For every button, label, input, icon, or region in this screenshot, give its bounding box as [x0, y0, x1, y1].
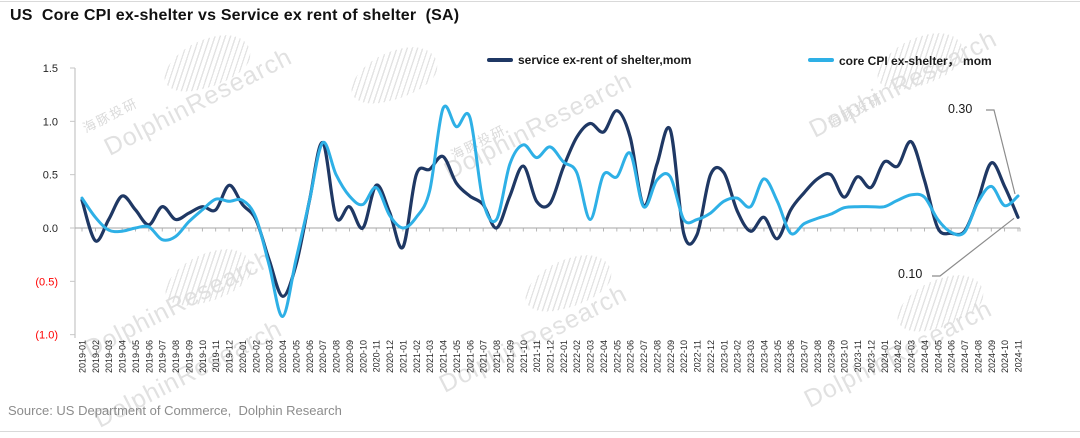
- svg-text:2019-05: 2019-05: [131, 340, 141, 373]
- svg-text:2023-08: 2023-08: [813, 340, 823, 373]
- svg-text:2021-12: 2021-12: [546, 340, 556, 373]
- legend-swatch-navy: [487, 58, 513, 62]
- svg-text:2020-11: 2020-11: [372, 340, 382, 372]
- svg-text:2020-10: 2020-10: [358, 340, 368, 373]
- svg-text:2020-09: 2020-09: [345, 340, 355, 373]
- svg-text:2019-08: 2019-08: [171, 340, 181, 373]
- svg-text:2021-07: 2021-07: [479, 340, 489, 373]
- svg-text:2024-11: 2024-11: [1014, 340, 1024, 372]
- svg-text:2023-11: 2023-11: [853, 340, 863, 372]
- legend-item-service: service ex-rent of shelter,mom: [487, 52, 691, 68]
- svg-text:2019-07: 2019-07: [158, 340, 168, 373]
- svg-text:2019-06: 2019-06: [144, 340, 154, 373]
- svg-text:2020-04: 2020-04: [278, 340, 288, 373]
- endpoint-label-service: 0.10: [898, 267, 923, 281]
- legend-label-core: core CPI ex-shelter， mom: [839, 53, 992, 68]
- svg-text:2019-04: 2019-04: [118, 340, 128, 373]
- svg-text:2024-08: 2024-08: [973, 340, 983, 373]
- svg-text:2021-08: 2021-08: [492, 340, 502, 373]
- svg-text:2024-07: 2024-07: [960, 340, 970, 373]
- top-border: [0, 1, 1080, 2]
- svg-text:0.0: 0.0: [43, 223, 58, 235]
- svg-text:2021-03: 2021-03: [425, 340, 435, 373]
- svg-text:2024-04: 2024-04: [920, 340, 930, 373]
- svg-text:2021-04: 2021-04: [439, 340, 449, 373]
- legend-label-service: service ex-rent of shelter,mom: [518, 53, 692, 67]
- svg-text:2022-11: 2022-11: [693, 340, 703, 372]
- svg-text:2024-05: 2024-05: [933, 340, 943, 373]
- svg-text:2024-03: 2024-03: [907, 340, 917, 373]
- svg-text:(0.5): (0.5): [35, 276, 58, 288]
- endpoint-label-core: 0.30: [948, 102, 973, 116]
- svg-text:2022-05: 2022-05: [612, 340, 622, 373]
- svg-text:2024-06: 2024-06: [947, 340, 957, 373]
- svg-text:2024-10: 2024-10: [1000, 340, 1010, 373]
- svg-text:2024-09: 2024-09: [987, 340, 997, 373]
- svg-text:2019-11: 2019-11: [211, 340, 221, 372]
- chart-title: US Core CPI ex-shelter vs Service ex ren…: [10, 7, 460, 24]
- svg-text:2019-10: 2019-10: [198, 340, 208, 373]
- svg-text:2021-09: 2021-09: [505, 340, 515, 373]
- svg-text:2022-02: 2022-02: [572, 340, 582, 373]
- svg-text:2022-12: 2022-12: [706, 340, 716, 373]
- svg-text:2020-03: 2020-03: [265, 340, 275, 373]
- svg-text:2023-02: 2023-02: [733, 340, 743, 373]
- series-core: [80, 104, 1020, 319]
- source-note: Source: US Department of Commerce, Dolph…: [8, 403, 342, 418]
- svg-text:2023-05: 2023-05: [773, 340, 783, 373]
- svg-text:2020-05: 2020-05: [291, 340, 301, 373]
- bottom-border: [0, 431, 1080, 432]
- svg-text:2022-08: 2022-08: [652, 340, 662, 373]
- svg-text:2020-08: 2020-08: [332, 340, 342, 373]
- svg-text:2021-11: 2021-11: [532, 340, 542, 372]
- svg-text:2023-01: 2023-01: [719, 340, 729, 373]
- svg-text:2020-07: 2020-07: [318, 340, 328, 373]
- svg-text:2021-06: 2021-06: [465, 340, 475, 373]
- legend-item-core: core CPI ex-shelter， mom: [808, 52, 992, 68]
- svg-text:2020-06: 2020-06: [305, 340, 315, 373]
- svg-text:2024-02: 2024-02: [893, 340, 903, 373]
- svg-text:2019-12: 2019-12: [225, 340, 235, 373]
- svg-text:2021-05: 2021-05: [452, 340, 462, 373]
- svg-text:2020-12: 2020-12: [385, 340, 395, 373]
- svg-text:2023-12: 2023-12: [866, 340, 876, 373]
- svg-text:1.0: 1.0: [43, 116, 58, 128]
- svg-text:2022-06: 2022-06: [626, 340, 636, 373]
- svg-text:2022-07: 2022-07: [639, 340, 649, 373]
- svg-text:2022-10: 2022-10: [679, 340, 689, 373]
- svg-text:2020-02: 2020-02: [251, 340, 261, 373]
- svg-text:2021-10: 2021-10: [519, 340, 529, 373]
- svg-text:2022-04: 2022-04: [599, 340, 609, 373]
- svg-text:2019-01: 2019-01: [78, 340, 88, 373]
- svg-text:2023-06: 2023-06: [786, 340, 796, 373]
- svg-text:2022-01: 2022-01: [559, 340, 569, 373]
- series-service: [80, 109, 1020, 298]
- svg-text:2020-01: 2020-01: [238, 340, 248, 373]
- svg-text:2022-09: 2022-09: [666, 340, 676, 373]
- svg-text:1.5: 1.5: [43, 63, 58, 75]
- svg-text:2023-03: 2023-03: [746, 340, 756, 373]
- svg-text:2019-03: 2019-03: [104, 340, 114, 373]
- svg-text:2023-10: 2023-10: [840, 340, 850, 373]
- svg-text:2021-02: 2021-02: [412, 340, 422, 373]
- svg-text:2023-09: 2023-09: [826, 340, 836, 373]
- svg-text:(1.0): (1.0): [35, 330, 58, 342]
- svg-text:2023-07: 2023-07: [800, 340, 810, 373]
- svg-text:2019-02: 2019-02: [91, 340, 101, 373]
- svg-text:2023-04: 2023-04: [759, 340, 769, 373]
- legend-swatch-cyan: [808, 58, 834, 62]
- svg-text:2021-01: 2021-01: [398, 340, 408, 373]
- svg-text:2024-01: 2024-01: [880, 340, 890, 373]
- svg-text:2019-09: 2019-09: [184, 340, 194, 373]
- svg-text:0.5: 0.5: [43, 170, 58, 182]
- svg-text:2022-03: 2022-03: [586, 340, 596, 373]
